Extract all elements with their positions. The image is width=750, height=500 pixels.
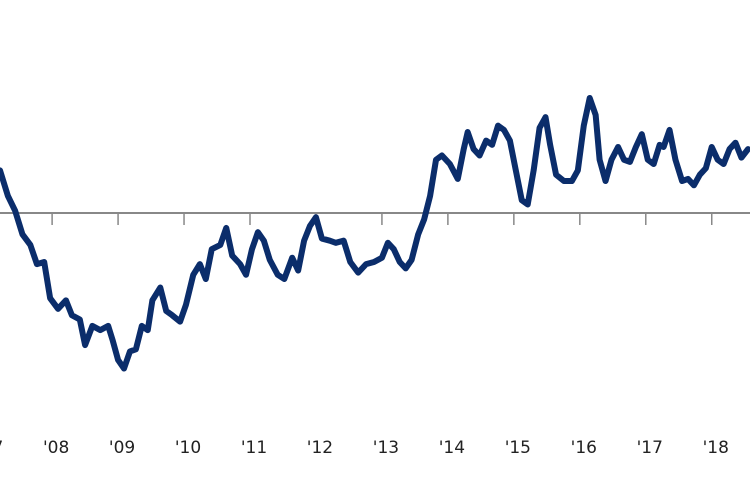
- x-tick-label: '18: [703, 438, 729, 458]
- data-line: [0, 94, 750, 372]
- x-tick-label: '07: [0, 438, 3, 458]
- x-tick-label: '16: [571, 438, 597, 458]
- x-tick-label: '15: [505, 438, 531, 458]
- x-tick-label: '10: [175, 438, 201, 458]
- x-tick-label: '09: [109, 438, 135, 458]
- x-tick-label: '13: [373, 438, 399, 458]
- x-tick-label: '08: [43, 438, 69, 458]
- x-tick-label: '14: [439, 438, 465, 458]
- x-tick-label: '12: [307, 438, 333, 458]
- x-tick-label: '17: [637, 438, 663, 458]
- x-tick-label: '11: [241, 438, 267, 458]
